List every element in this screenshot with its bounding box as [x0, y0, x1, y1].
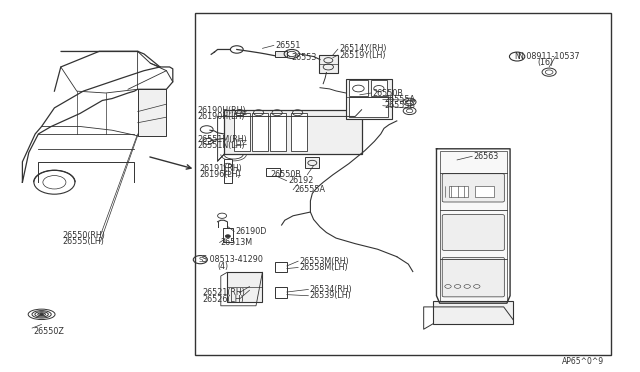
Text: 26555(LH): 26555(LH): [63, 237, 104, 246]
Bar: [291, 113, 307, 151]
Text: 26550B: 26550B: [372, 89, 403, 97]
Text: N 08911-10537: N 08911-10537: [518, 52, 580, 61]
Text: 26553M(RH): 26553M(RH): [300, 257, 349, 266]
Bar: [305, 157, 319, 168]
Text: 26191(RH): 26191(RH): [200, 164, 243, 173]
Bar: [440, 151, 507, 301]
Text: 26553: 26553: [291, 53, 317, 62]
Text: 26513M: 26513M: [221, 238, 253, 247]
Text: 26519Y(LH): 26519Y(LH): [339, 51, 386, 60]
Bar: [346, 79, 392, 119]
Bar: [275, 51, 287, 57]
Text: N: N: [515, 52, 520, 61]
Bar: [349, 80, 368, 96]
Text: 26551: 26551: [275, 41, 301, 50]
Text: S 08513-41290: S 08513-41290: [202, 255, 263, 264]
Text: 26551N(LH): 26551N(LH): [197, 141, 244, 150]
Text: 26192: 26192: [288, 176, 314, 185]
Text: 26551M(RH): 26551M(RH): [197, 135, 247, 144]
Text: 26526(LH): 26526(LH): [202, 295, 244, 304]
Text: 26196(LH): 26196(LH): [200, 170, 241, 179]
Bar: [319, 55, 338, 73]
Bar: [266, 168, 280, 176]
Text: 26550B: 26550B: [270, 170, 301, 179]
Text: 26558M(LH): 26558M(LH): [300, 263, 348, 272]
Text: 26555A: 26555A: [294, 185, 325, 194]
Bar: [252, 113, 268, 151]
Bar: [275, 262, 287, 272]
Bar: [433, 301, 513, 324]
Text: AP65^0^9: AP65^0^9: [562, 357, 604, 366]
Bar: [195, 13, 611, 355]
Text: 26550Z: 26550Z: [33, 327, 64, 336]
FancyBboxPatch shape: [442, 215, 504, 250]
Text: 26555B: 26555B: [384, 101, 415, 110]
Text: 26190H(RH): 26190H(RH): [197, 106, 246, 115]
Circle shape: [40, 313, 44, 315]
Text: S: S: [198, 257, 202, 263]
Bar: [227, 272, 262, 302]
Bar: [349, 97, 388, 117]
Text: 26190D: 26190D: [236, 227, 267, 236]
Bar: [475, 186, 494, 197]
Text: 26539(LH): 26539(LH): [310, 291, 351, 300]
Text: (16): (16): [538, 58, 554, 67]
Text: (4): (4): [218, 262, 228, 271]
Text: 26190H(LH): 26190H(LH): [197, 112, 244, 121]
Bar: [224, 110, 362, 154]
Text: 26514Y(RH): 26514Y(RH): [339, 44, 387, 53]
FancyBboxPatch shape: [442, 257, 504, 297]
Bar: [449, 186, 468, 197]
Bar: [234, 113, 250, 151]
Bar: [223, 228, 233, 242]
Bar: [138, 89, 166, 136]
Bar: [224, 159, 232, 183]
Circle shape: [225, 235, 230, 238]
Bar: [275, 287, 287, 298]
Text: 26534(RH): 26534(RH): [310, 285, 353, 294]
Text: 26555A: 26555A: [384, 95, 415, 104]
Bar: [270, 113, 286, 151]
FancyBboxPatch shape: [442, 174, 504, 202]
Text: 26563: 26563: [474, 152, 499, 161]
Bar: [371, 80, 387, 96]
Text: 26521(RH): 26521(RH): [202, 288, 245, 297]
Text: 26550(RH): 26550(RH): [63, 231, 106, 240]
